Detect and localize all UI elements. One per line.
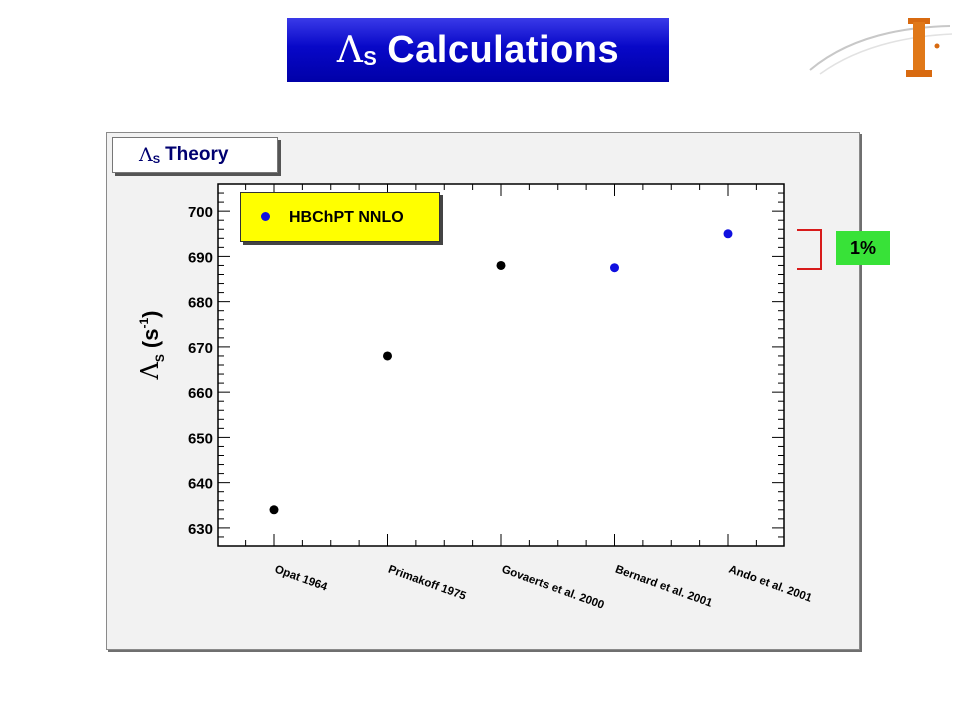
ylabel-lambda: Λ [136, 362, 164, 380]
x-tick-label: Primakoff 1975 [386, 564, 468, 603]
y-axis-label: ΛS(s-1) [136, 311, 167, 380]
y-axis: 630 640 650 660 670 680 690 700 [188, 183, 784, 547]
x-tick-label: Govaerts et al. 2000 [500, 564, 606, 612]
theory-text: Theory [165, 144, 229, 165]
y-tick-label: 670 [188, 340, 213, 357]
one-percent-label: 1% [836, 231, 890, 265]
data-point [269, 505, 279, 515]
title-subscript: S [363, 47, 378, 70]
legend-label: HBChPT NNLO [289, 209, 404, 226]
data-points [269, 229, 733, 515]
title-lambda: Λ [336, 29, 364, 71]
data-point [496, 260, 506, 270]
x-tick-label: Ando et al. 2001 [727, 564, 814, 605]
data-point [723, 229, 733, 239]
y-tick-label: 690 [188, 249, 213, 266]
theory-lambda: Λ [139, 144, 153, 166]
data-point [610, 263, 619, 273]
theory-title-box: Λ S Theory [112, 137, 278, 173]
y-tick-label: 640 [188, 476, 213, 493]
legend: HBChPT NNLO [240, 192, 440, 242]
title-banner: Λ S Calculations [287, 18, 669, 82]
institution-logo [809, 18, 953, 77]
ylabel-superscript: -1 [137, 317, 151, 329]
y-tick-label: 700 [188, 204, 213, 221]
theory-subscript: S [152, 154, 161, 166]
y-tick-label: 660 [188, 385, 213, 402]
x-tick-label: Bernard et al. 2001 [613, 564, 714, 610]
one-percent-bracket [797, 229, 822, 270]
y-tick-label: 650 [188, 430, 213, 447]
data-point [383, 351, 392, 361]
ylabel-unit-open: (s [138, 328, 163, 349]
legend-marker [261, 212, 270, 221]
x-tick-label: Opat 1964 [273, 564, 329, 594]
plot-area [217, 183, 785, 547]
y-tick-label: 630 [188, 521, 213, 538]
y-tick-label: 680 [188, 295, 213, 312]
ylabel-subscript: S [153, 354, 167, 363]
title-text: Calculations [387, 28, 620, 71]
